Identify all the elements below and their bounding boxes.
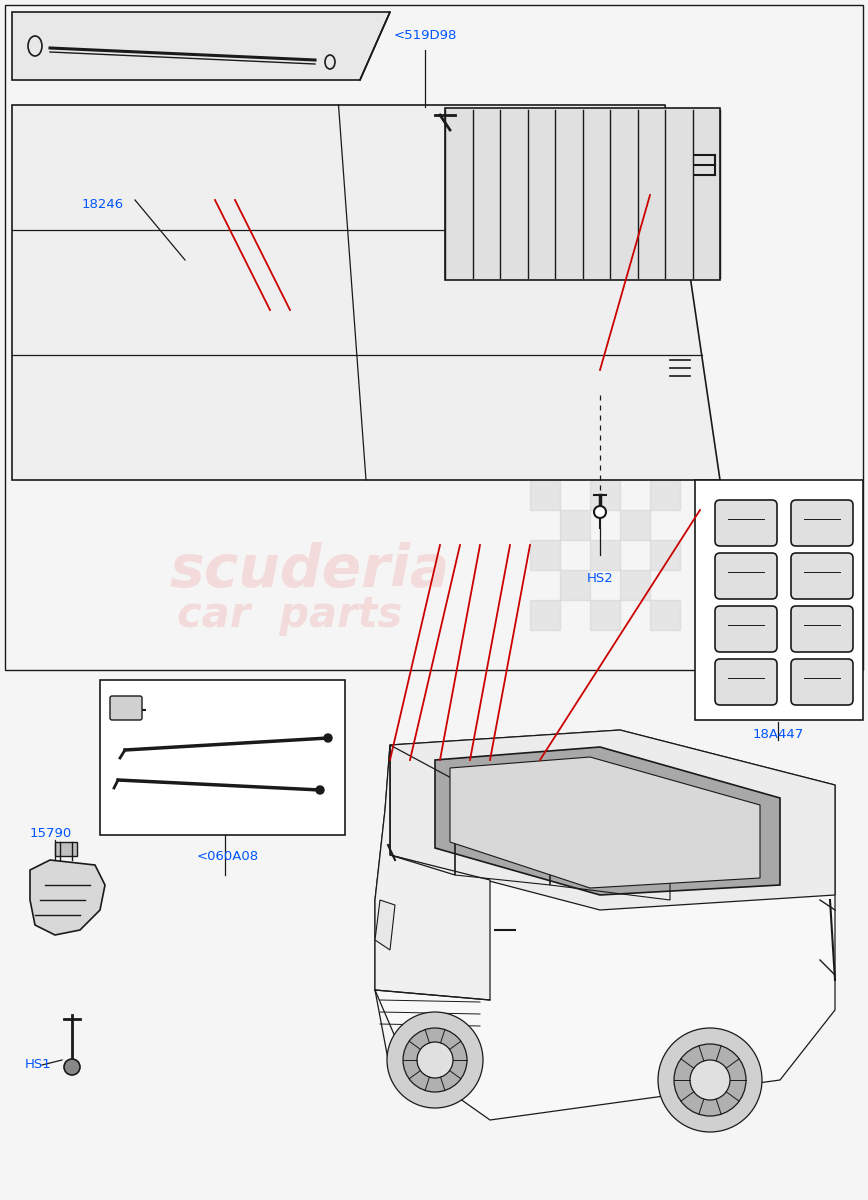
- Circle shape: [64, 1058, 80, 1075]
- FancyBboxPatch shape: [715, 606, 777, 652]
- Circle shape: [674, 1044, 746, 1116]
- Bar: [650, 540, 680, 570]
- Bar: [100, 680, 345, 835]
- Text: 18246: 18246: [82, 198, 124, 211]
- Bar: [590, 480, 620, 510]
- Polygon shape: [450, 757, 760, 888]
- Circle shape: [324, 734, 332, 742]
- Bar: [620, 570, 650, 600]
- FancyBboxPatch shape: [791, 659, 853, 704]
- Bar: [695, 480, 863, 720]
- Circle shape: [403, 1028, 467, 1092]
- Bar: [530, 600, 560, 630]
- Bar: [560, 510, 590, 540]
- FancyBboxPatch shape: [715, 553, 777, 599]
- Polygon shape: [375, 745, 490, 1000]
- Polygon shape: [30, 860, 105, 935]
- Bar: [530, 480, 560, 510]
- Polygon shape: [12, 104, 720, 480]
- FancyBboxPatch shape: [110, 696, 142, 720]
- Text: HS1: HS1: [25, 1058, 52, 1072]
- Circle shape: [316, 786, 324, 794]
- Circle shape: [594, 506, 606, 518]
- Text: <060A08: <060A08: [197, 850, 259, 863]
- Text: scuderia: scuderia: [170, 541, 450, 599]
- FancyBboxPatch shape: [715, 500, 777, 546]
- Circle shape: [690, 1060, 730, 1100]
- Polygon shape: [390, 730, 835, 910]
- Circle shape: [417, 1042, 453, 1078]
- Bar: [55, 842, 77, 856]
- Text: <519D98: <519D98: [393, 29, 457, 42]
- Text: 18A447: 18A447: [753, 728, 804, 740]
- FancyBboxPatch shape: [791, 500, 853, 546]
- Polygon shape: [445, 108, 720, 280]
- Polygon shape: [375, 900, 395, 950]
- FancyBboxPatch shape: [791, 553, 853, 599]
- Bar: [650, 480, 680, 510]
- Bar: [590, 540, 620, 570]
- Polygon shape: [435, 746, 780, 895]
- Text: 15790: 15790: [30, 827, 72, 840]
- Bar: [590, 600, 620, 630]
- Circle shape: [658, 1028, 762, 1132]
- Circle shape: [387, 1012, 483, 1108]
- FancyBboxPatch shape: [715, 659, 777, 704]
- Text: car  parts: car parts: [177, 594, 403, 636]
- Polygon shape: [375, 730, 835, 1120]
- Text: HS2: HS2: [587, 572, 614, 584]
- Bar: [620, 510, 650, 540]
- Bar: [5, 5, 863, 670]
- Bar: [560, 570, 590, 600]
- Bar: [530, 540, 560, 570]
- Bar: [650, 600, 680, 630]
- Polygon shape: [12, 12, 390, 80]
- FancyBboxPatch shape: [791, 606, 853, 652]
